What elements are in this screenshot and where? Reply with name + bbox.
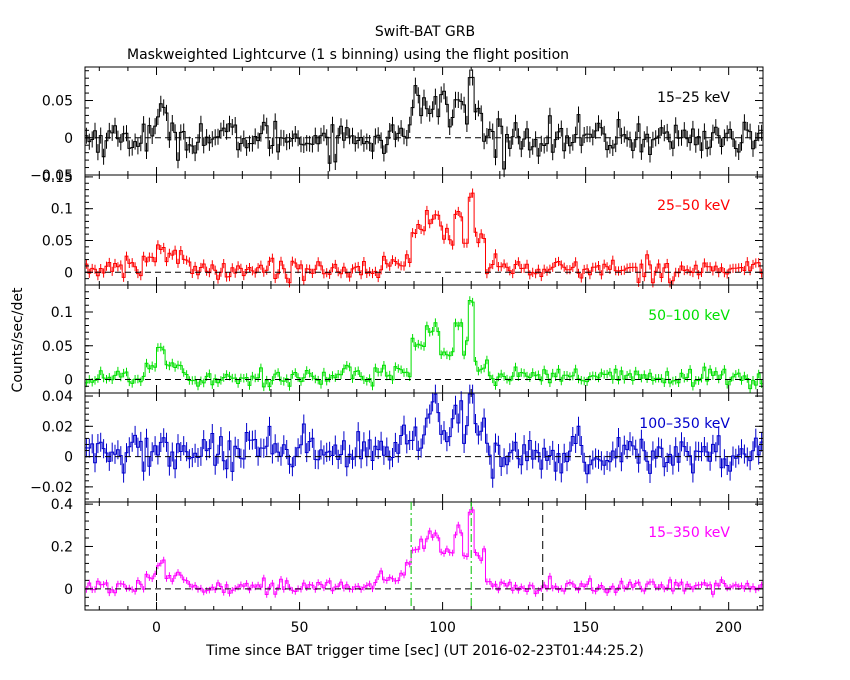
series-line-4 <box>85 393 763 479</box>
y-tick-label: −0.05 <box>30 168 73 184</box>
x-tick-label: 0 <box>152 620 161 636</box>
chart-title: Swift-BAT GRB <box>375 24 475 40</box>
energy-band-label: 25–50 keV <box>657 198 730 214</box>
series-line-3 <box>85 300 763 390</box>
y-tick-label: 0.04 <box>42 389 73 405</box>
energy-band-label: 15–25 keV <box>657 90 730 106</box>
y-tick-label: 0 <box>64 373 73 389</box>
panel-2: 0 0.05 0.1 0.15 25–50 keV <box>42 170 764 288</box>
y-tick-label: −0.02 <box>30 480 73 496</box>
y-tick-label: 0 <box>64 582 73 598</box>
y-tick-label: 0.05 <box>42 233 73 249</box>
y-tick-label: 0.1 <box>51 305 73 321</box>
panel-frame <box>84 501 764 611</box>
panels-group: −0.05 0 0.05 15–25 keV 0 0.05 0.1 0.15 25–50 keV… <box>30 66 764 636</box>
x-tick-label: 150 <box>572 620 599 636</box>
panel-4: −0.02 0 0.02 0.04 100–350 keV <box>30 384 764 503</box>
y-tick-label: 0.2 <box>51 539 73 555</box>
y-tick-label: 0 <box>64 131 73 147</box>
panel-1: −0.05 0 0.05 15–25 keV <box>30 66 764 184</box>
y-tick-label: 0.4 <box>51 497 73 513</box>
y-tick-label: 0.02 <box>42 419 73 435</box>
series-line-5 <box>85 509 763 595</box>
series-line-1 <box>85 76 763 170</box>
error-bars-4 <box>85 384 763 488</box>
series-line-2 <box>85 192 763 284</box>
y-tick-label: 0.05 <box>42 94 73 110</box>
x-tick-label: 100 <box>429 620 456 636</box>
y-tick-label: 0 <box>64 265 73 281</box>
chart-subtitle: Maskweighted Lightcurve (1 s binning) us… <box>127 47 569 63</box>
error-bars-1 <box>85 69 763 178</box>
panel-3: 0 0.05 0.1 50–100 keV <box>42 284 764 394</box>
y-tick-label: 0.05 <box>42 339 73 355</box>
panel-5: 0 0.2 0.4 15–350 keV 0 50 100 150 200 <box>51 497 764 636</box>
y-tick-label: 0 <box>64 450 73 466</box>
energy-band-label: 100–350 keV <box>639 416 730 432</box>
x-axis-label: Time since BAT trigger time [sec] (UT 20… <box>205 643 644 659</box>
energy-band-label: 50–100 keV <box>648 308 730 324</box>
x-tick-label: 50 <box>291 620 309 636</box>
y-tick-label: 0.1 <box>51 202 73 218</box>
y-tick-label: 0.15 <box>42 170 73 186</box>
x-tick-label: 200 <box>715 620 742 636</box>
y-axis-label: Counts/sec/det <box>10 287 26 392</box>
energy-band-label: 15–350 keV <box>648 525 730 541</box>
